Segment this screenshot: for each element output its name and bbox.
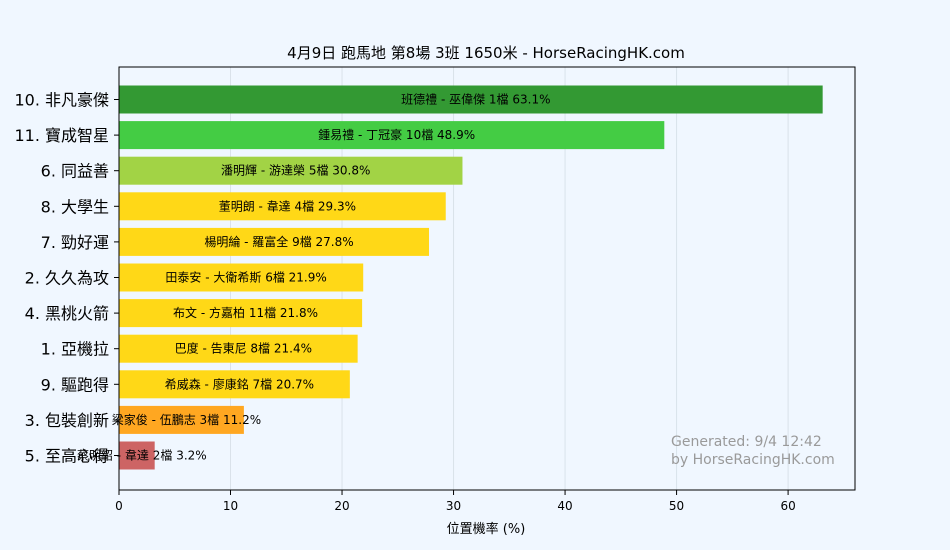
x-tick-label: 60 <box>780 499 795 513</box>
bar <box>119 370 350 399</box>
bar-label: 蔡明紹 - 韋達 2檔 3.2% <box>77 449 207 463</box>
watermark-generated: Generated: 9/4 12:42 <box>671 434 822 450</box>
bar-label: 巴度 - 告東尼 8檔 21.4% <box>175 341 312 356</box>
bar <box>119 263 364 292</box>
x-tick-label: 0 <box>115 499 123 513</box>
category-label: 4. 黑桃火箭 <box>25 304 109 323</box>
category-label: 11. 寶成智星 <box>14 126 109 145</box>
category-label: 2. 久久為攻 <box>25 269 109 288</box>
bar <box>119 441 155 470</box>
category-labels: 10. 非凡豪傑 11. 寶成智星 6. 同益善 8. 大學生 7. 勁好運 2. 久久為… <box>14 91 119 466</box>
bar-label: 董明朗 - 韋達 4檔 29.3% <box>219 199 356 213</box>
bar-label: 潘明輝 - 游達榮 5檔 30.8% <box>221 164 370 178</box>
plot-frame <box>118 66 856 491</box>
x-tick-label: 40 <box>557 499 572 513</box>
x-tick-label: 10 <box>223 499 238 513</box>
x-tick-label: 50 <box>669 499 684 513</box>
category-label: 9. 驅跑得 <box>41 375 109 394</box>
bar-label: 布文 - 方嘉柏 11檔 21.8% <box>173 305 318 320</box>
x-axis-title: 位置機率 (%) <box>447 521 526 537</box>
category-label: 1. 亞機拉 <box>41 340 109 359</box>
bar-label: 鍾易禮 - 丁冠豪 10檔 48.9% <box>318 127 475 142</box>
bar <box>119 227 430 256</box>
category-label: 7. 勁好運 <box>41 233 109 252</box>
bars: 班德禮 - 巫偉傑 1檔 63.1% 鍾易禮 - 丁冠豪 10檔 48.9% 潘明輝… <box>77 85 823 470</box>
bar-label: 田泰安 - 大衛希斯 6檔 21.9% <box>165 270 326 285</box>
bar-label: 班德禮 - 巫偉傑 1檔 63.1% <box>401 92 550 107</box>
bar <box>119 334 358 363</box>
bar-label: 梁家俊 - 伍鵬志 3檔 11.2% <box>112 412 261 427</box>
bar-label: 希威森 - 廖康銘 7檔 20.7% <box>165 376 314 391</box>
chart-title: 4月9日 跑馬地 第8場 3班 1650米 - HorseRacingHK.co… <box>287 44 685 62</box>
category-label: 5. 至高心得 <box>25 447 109 466</box>
bar <box>119 156 463 185</box>
bar <box>119 405 244 434</box>
bar <box>119 299 363 328</box>
bar-label: 楊明綸 - 羅富全 9檔 27.8% <box>204 234 353 249</box>
bar <box>119 85 823 114</box>
category-label: 3. 包裝創新 <box>25 411 109 430</box>
category-label: 6. 同益善 <box>41 162 109 181</box>
x-tick-label: 30 <box>446 499 461 513</box>
bar <box>119 121 665 150</box>
category-label: 10. 非凡豪傑 <box>14 91 109 110</box>
watermark-site: by HorseRacingHK.com <box>671 452 835 468</box>
category-label: 8. 大學生 <box>41 197 109 216</box>
x-tick-label: 20 <box>334 499 349 513</box>
x-axis-ticks: 0 10 20 30 40 50 60 <box>115 490 796 513</box>
bar <box>119 192 446 221</box>
